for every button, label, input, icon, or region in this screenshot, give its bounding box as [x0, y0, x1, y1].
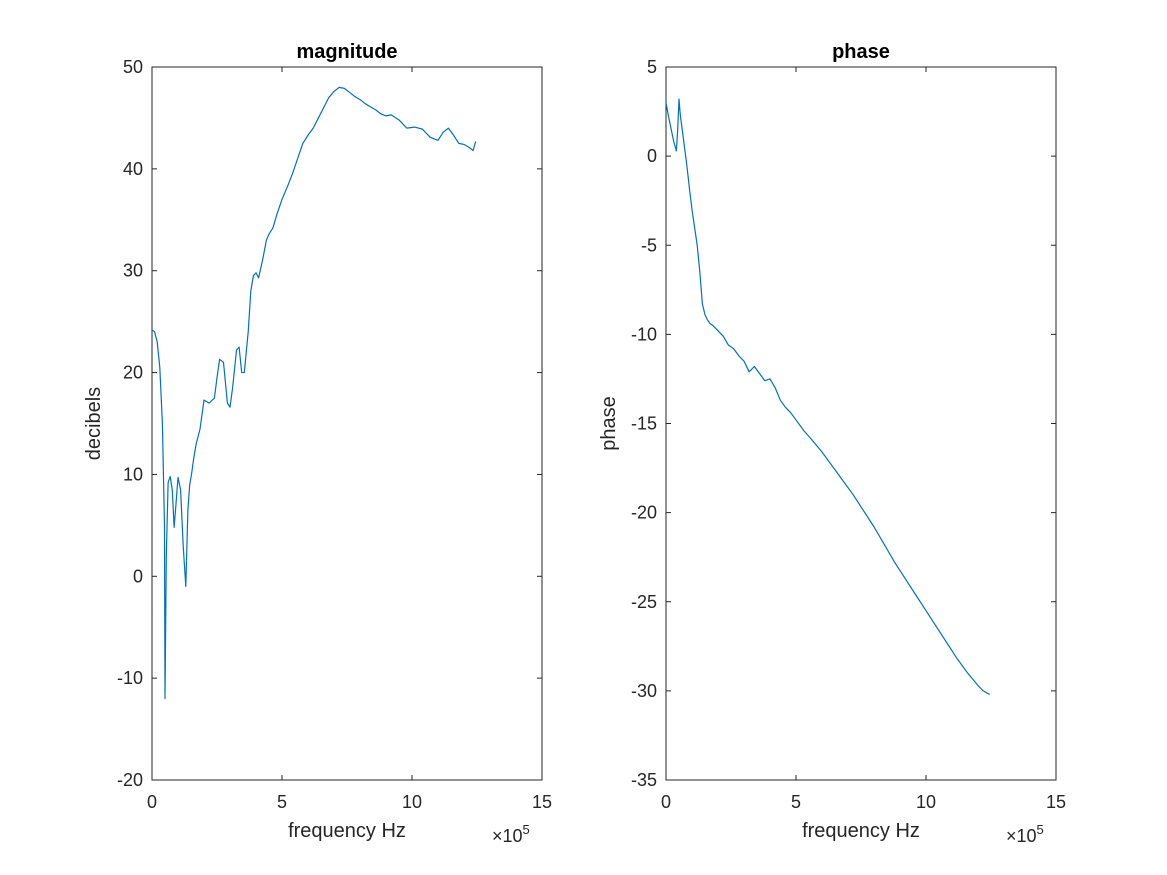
magnitude-axes-box [151, 66, 543, 781]
magnitude-xlabel: frequency Hz [288, 820, 406, 842]
magnitude-x-exponent: ×105 [492, 822, 530, 846]
magnitude-ytick-label: 30 [123, 261, 143, 281]
magnitude-ytick-label: 10 [123, 464, 143, 484]
phase-ytick-label: -30 [631, 681, 657, 701]
phase-xlabel: frequency Hz [802, 820, 920, 842]
magnitude-ytick-label: -10 [117, 668, 143, 688]
magnitude-series-line [151, 86, 477, 700]
phase-x-exponent: ×105 [1006, 822, 1044, 846]
phase-xtick-label: 0 [661, 792, 671, 812]
magnitude-title: magnitude [296, 41, 397, 63]
magnitude-xtick-label: 0 [147, 792, 157, 812]
phase-title: phase [832, 41, 890, 63]
magnitude-ytick-label: 20 [123, 363, 143, 383]
phase-ytick-label: -10 [631, 324, 657, 344]
phase-ylabel: phase [598, 396, 620, 451]
phase-axes-box [665, 66, 1057, 781]
magnitude-ytick-label: 40 [123, 159, 143, 179]
phase-ytick-label: -15 [631, 414, 657, 434]
magnitude-xtick-label: 15 [532, 792, 552, 812]
magnitude-axes: 0 5 10 15 -20 -10 0 10 20 30 40 50 magnitude frequenc… [83, 41, 552, 846]
phase-xtick-label: 15 [1046, 792, 1066, 812]
phase-ytick-label: 0 [647, 146, 657, 166]
phase-axes: 0 5 10 15 -35 -30 -25 -20 -15 -10 -5 0 5 phase frequen… [598, 41, 1066, 846]
magnitude-ytick-label: -20 [117, 770, 143, 790]
magnitude-ylabel: decibels [83, 387, 105, 460]
phase-xtick-label: 10 [916, 792, 936, 812]
phase-xtick-label: 5 [791, 792, 801, 812]
magnitude-ytick-label: 50 [123, 57, 143, 77]
phase-ytick-label: -20 [631, 503, 657, 523]
magnitude-xtick-label: 10 [402, 792, 422, 812]
phase-ytick-label: -5 [641, 235, 657, 255]
magnitude-ytick-label: 0 [133, 566, 143, 586]
magnitude-xtick-label: 5 [277, 792, 287, 812]
phase-ytick-label: 5 [647, 57, 657, 77]
phase-series-line [665, 98, 990, 695]
phase-ytick-label: -25 [631, 592, 657, 612]
phase-ytick-label: -35 [631, 770, 657, 790]
